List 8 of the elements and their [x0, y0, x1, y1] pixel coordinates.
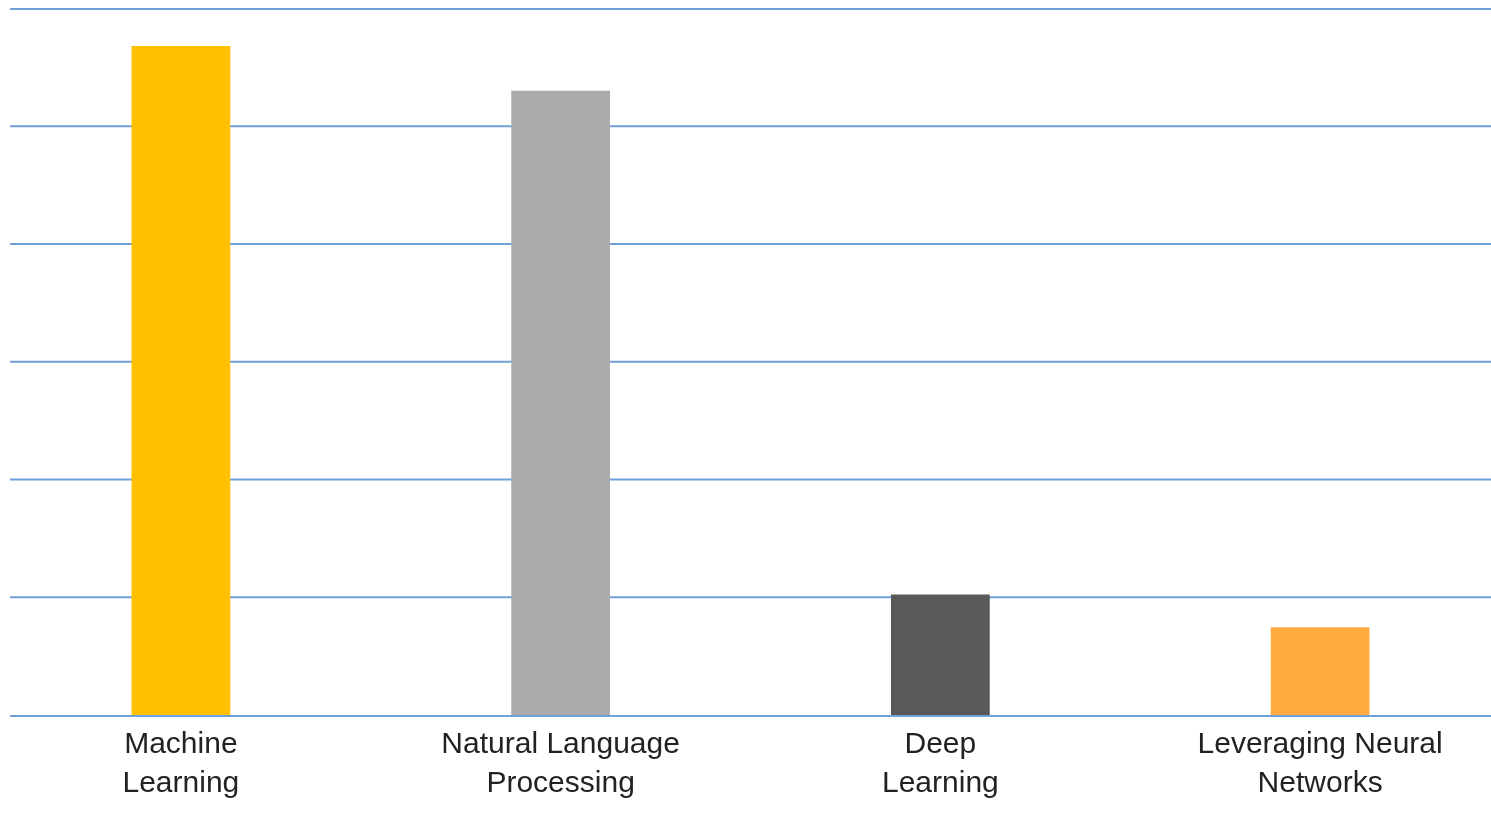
bar	[891, 594, 990, 715]
x-tick-label: Machine Learning	[122, 726, 240, 798]
x-tick-label: Leveraging Neural Networks	[1197, 726, 1443, 798]
x-tick-label: Deep Learning	[881, 726, 999, 798]
bar	[1270, 627, 1370, 715]
bar	[131, 45, 231, 715]
bar	[511, 90, 610, 715]
x-tick-label: Natural Language Processing	[441, 726, 680, 798]
